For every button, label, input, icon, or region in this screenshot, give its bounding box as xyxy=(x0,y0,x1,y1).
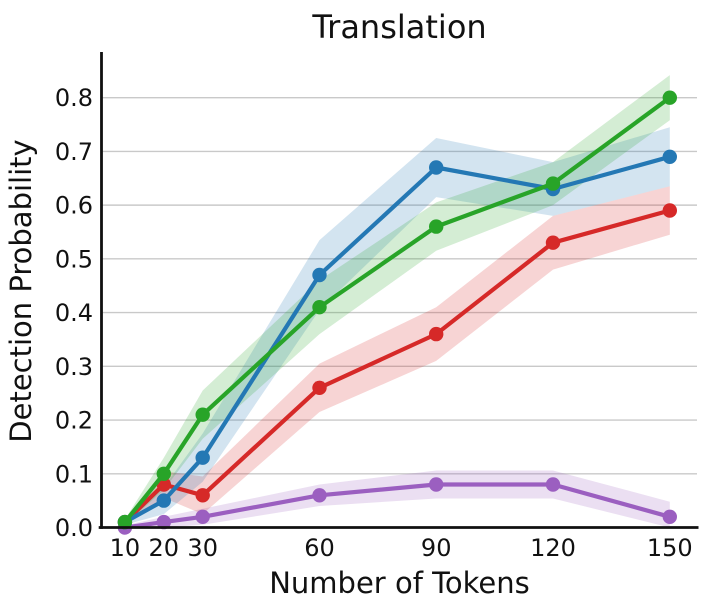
marker-red xyxy=(195,488,210,503)
x-tick-label: 150 xyxy=(647,534,693,562)
marker-blue xyxy=(429,160,444,175)
marker-blue xyxy=(195,450,210,465)
marker-green xyxy=(195,407,210,422)
x-axis-label: Number of Tokens xyxy=(269,566,530,600)
y-tick-label: 0.7 xyxy=(55,138,93,166)
marker-purple xyxy=(545,477,561,492)
y-tick-label: 0.6 xyxy=(55,192,93,220)
x-tick-label: 60 xyxy=(304,534,335,562)
y-tick-label: 0.2 xyxy=(55,407,93,435)
marker-red xyxy=(545,235,561,250)
marker-blue xyxy=(156,493,171,508)
marker-purple xyxy=(429,477,444,492)
y-tick-label: 0.8 xyxy=(55,84,93,112)
marker-green xyxy=(312,300,327,315)
y-tick-label: 0.3 xyxy=(55,353,93,381)
y-tick-label: 0.5 xyxy=(55,245,93,273)
marker-blue xyxy=(312,267,327,283)
marker-blue xyxy=(662,149,677,164)
x-tick-label: 10 xyxy=(110,534,141,562)
marker-purple xyxy=(195,509,210,524)
y-tick-label: 0.4 xyxy=(55,299,93,327)
chart-title: Translation xyxy=(312,8,487,46)
marker-green xyxy=(662,90,677,105)
x-tick-label: 90 xyxy=(421,534,452,562)
x-tick-label: 30 xyxy=(187,534,218,562)
y-tick-label: 0.0 xyxy=(55,514,93,542)
marker-green xyxy=(429,219,444,234)
marker-green xyxy=(156,466,171,481)
x-tick-label: 120 xyxy=(530,534,576,562)
marker-red xyxy=(312,380,327,395)
marker-green xyxy=(545,176,561,191)
marker-green xyxy=(117,514,133,530)
marker-purple xyxy=(662,509,677,524)
x-tick-label: 20 xyxy=(149,534,180,562)
marker-red xyxy=(429,326,444,342)
marker-purple xyxy=(312,488,327,503)
marker-red xyxy=(662,203,677,218)
y-tick-label: 0.1 xyxy=(55,460,93,488)
marker-purple xyxy=(156,514,171,530)
